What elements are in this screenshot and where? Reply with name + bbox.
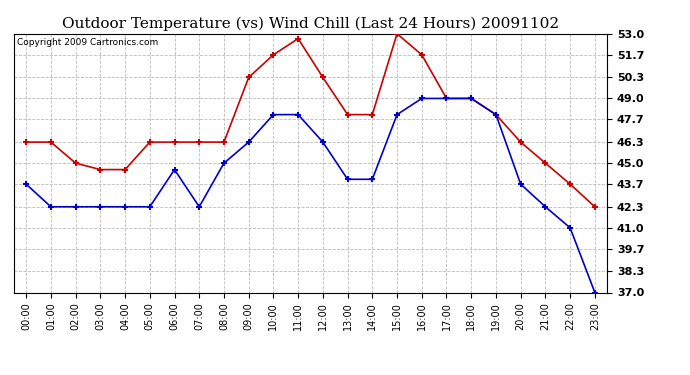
Text: Copyright 2009 Cartronics.com: Copyright 2009 Cartronics.com (17, 38, 158, 46)
Title: Outdoor Temperature (vs) Wind Chill (Last 24 Hours) 20091102: Outdoor Temperature (vs) Wind Chill (Las… (62, 17, 559, 31)
